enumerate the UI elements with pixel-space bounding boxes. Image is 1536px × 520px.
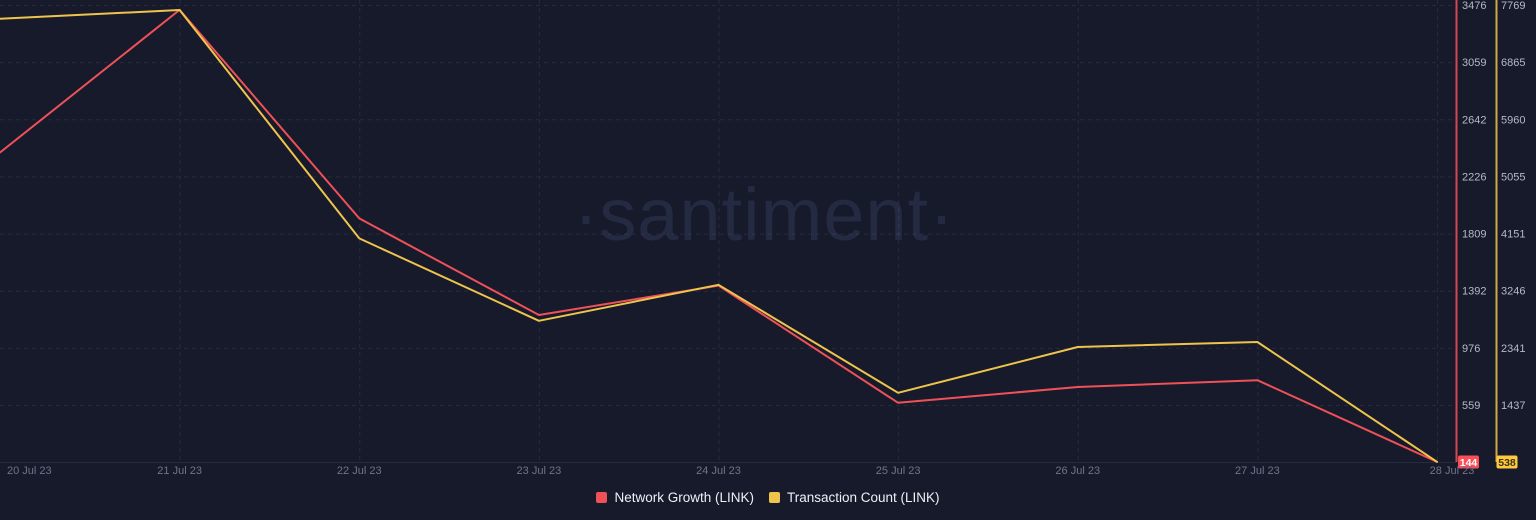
y-tick-label-network-growth: 3476	[1462, 0, 1486, 12]
x-tick-label: 24 Jul 23	[696, 465, 741, 477]
network-growth-swatch-icon	[596, 492, 608, 503]
x-tick-label: 22 Jul 23	[337, 465, 382, 477]
y-tick-label-transaction-count: 1437	[1501, 400, 1525, 412]
x-tick-label: 27 Jul 23	[1235, 465, 1280, 477]
y-tick-label-network-growth: 2226	[1462, 171, 1486, 183]
x-tick-label: 25 Jul 23	[876, 465, 921, 477]
y-tick-label-network-growth: 3059	[1462, 57, 1486, 69]
y-tick-label-network-growth: 976	[1462, 343, 1480, 355]
y-tick-label-network-growth: 2642	[1462, 114, 1486, 126]
x-tick-label: 20 Jul 23	[7, 465, 52, 477]
current-value-badge-network-growth	[1458, 455, 1479, 469]
x-tick-label: 28 Jul 23	[1430, 465, 1475, 477]
y-tick-label-transaction-count: 3246	[1501, 286, 1525, 298]
chart-legend: Network Growth (LINK) Transaction Count …	[0, 490, 1536, 505]
legend-label: Transaction Count (LINK)	[786, 490, 940, 505]
legend-item-transaction-count[interactable]: Transaction Count (LINK)	[768, 490, 940, 505]
y-tick-label-network-growth: 559	[1462, 400, 1480, 412]
y-tick-label-network-growth: 1809	[1462, 229, 1486, 241]
y-tick-label-network-growth: 1392	[1462, 286, 1486, 298]
x-tick-label: 23 Jul 23	[517, 465, 562, 477]
transaction-count-line[interactable]	[0, 9, 1438, 463]
y-tick-label-transaction-count: 2341	[1501, 343, 1525, 355]
current-value-badge-transaction-count-value: 538	[1498, 457, 1516, 469]
x-tick-label: 21 Jul 23	[157, 465, 202, 477]
y-tick-label-transaction-count: 5055	[1501, 171, 1525, 183]
chart-canvas: 3476 3059 2642 2226 1809 1392 976 559 7769 6865 59…	[0, 0, 1525, 477]
y-tick-label-transaction-count: 4151	[1501, 229, 1525, 241]
transaction-count-swatch-icon	[768, 492, 780, 503]
legend-label: Network Growth (LINK)	[614, 490, 754, 505]
y-tick-label-transaction-count: 7769	[1501, 0, 1525, 12]
current-value-badge-transaction-count	[1496, 455, 1518, 469]
legend-item-network-growth[interactable]: Network Growth (LINK)	[596, 490, 754, 505]
y-tick-label-transaction-count: 5960	[1501, 114, 1525, 126]
x-tick-label: 26 Jul 23	[1055, 465, 1100, 477]
current-value-badge-network-growth-value: 144	[1460, 457, 1478, 469]
y-tick-label-transaction-count: 6865	[1501, 57, 1525, 69]
